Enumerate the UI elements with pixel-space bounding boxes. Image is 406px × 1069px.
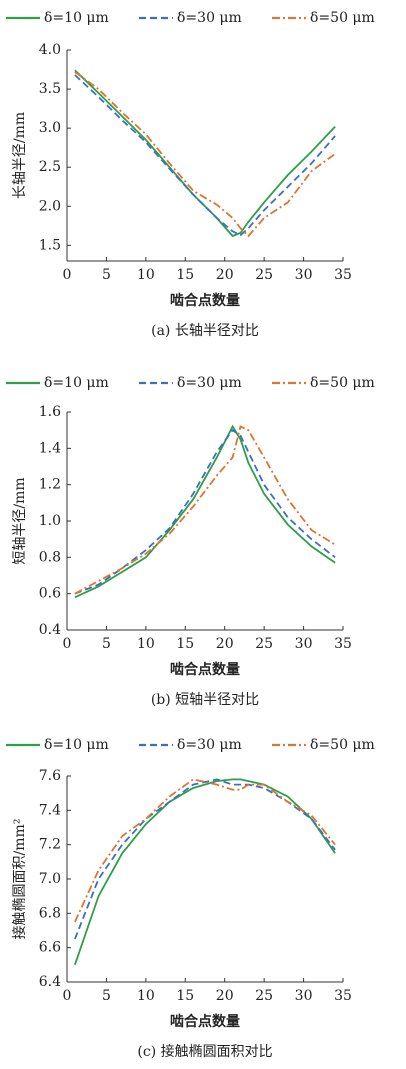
x-tick-label: 5 xyxy=(102,988,111,1004)
x-tick-label: 5 xyxy=(102,267,111,283)
x-axis-label: 啮合点数量 xyxy=(170,292,240,309)
series-line xyxy=(74,428,336,595)
x-tick-label: 0 xyxy=(63,267,72,283)
series-line xyxy=(74,778,336,966)
x-tick-label: 20 xyxy=(216,267,234,283)
x-tick-label: 20 xyxy=(216,988,234,1004)
y-tick-label: 1.4 xyxy=(39,440,61,456)
series-line xyxy=(74,778,336,923)
legend-label: δ=30 μm xyxy=(177,375,242,391)
y-tick-label: 3.5 xyxy=(39,81,61,97)
legend-label: δ=10 μm xyxy=(44,737,109,753)
x-tick-label: 25 xyxy=(255,636,273,652)
y-axis-label: 接触椭圆面积/mm² xyxy=(11,819,28,940)
x-tick-label: 35 xyxy=(334,267,352,283)
y-tick-label: 7.2 xyxy=(39,837,61,853)
y-tick-label: 4.0 xyxy=(39,42,61,58)
legend-label: δ=30 μm xyxy=(177,737,242,753)
y-tick-label: 2.0 xyxy=(39,198,61,214)
x-tick-label: 35 xyxy=(334,636,352,652)
x-axis-label: 啮合点数量 xyxy=(170,1013,240,1030)
y-tick-label: 7.0 xyxy=(39,871,61,887)
legend-label: δ=10 μm xyxy=(44,375,109,391)
x-tick-label: 35 xyxy=(334,988,352,1004)
series-line xyxy=(74,425,336,595)
y-tick-label: 3.0 xyxy=(39,120,61,136)
caption: (c) 接触椭圆面积对比 xyxy=(137,1043,272,1060)
legend-label: δ=10 μm xyxy=(44,10,109,26)
legend-label: δ=50 μm xyxy=(310,737,375,753)
x-tick-label: 10 xyxy=(137,267,155,283)
y-tick-label: 0.4 xyxy=(39,622,61,638)
y-tick-label: 0.8 xyxy=(39,549,61,565)
y-tick-label: 1.0 xyxy=(39,513,61,529)
series-line xyxy=(74,778,336,940)
x-tick-label: 15 xyxy=(176,636,194,652)
y-axis-label: 短轴半径/mm xyxy=(12,477,28,564)
series-line xyxy=(74,71,336,238)
x-tick-label: 15 xyxy=(176,267,194,283)
x-tick-label: 10 xyxy=(137,988,155,1004)
y-tick-label: 2.5 xyxy=(39,159,61,175)
y-tick-label: 1.6 xyxy=(39,404,61,420)
y-axis-label: 长轴半径/mm xyxy=(12,112,28,199)
caption: (b) 短轴半径对比 xyxy=(151,692,259,708)
x-tick-label: 0 xyxy=(63,988,72,1004)
legend-label: δ=30 μm xyxy=(177,10,242,26)
x-tick-label: 15 xyxy=(176,988,194,1004)
series-line xyxy=(74,424,336,599)
legend-label: δ=50 μm xyxy=(310,375,375,391)
y-tick-label: 6.6 xyxy=(39,940,61,956)
series-line xyxy=(74,74,336,237)
x-tick-label: 25 xyxy=(255,988,273,1004)
y-tick-label: 1.2 xyxy=(39,477,61,493)
x-tick-label: 10 xyxy=(137,636,155,652)
x-axis-label: 啮合点数量 xyxy=(170,661,240,678)
legend-label: δ=50 μm xyxy=(310,10,375,26)
y-tick-label: 6.8 xyxy=(39,905,61,921)
y-tick-label: 7.6 xyxy=(39,768,61,784)
x-tick-label: 0 xyxy=(63,636,72,652)
y-tick-label: 0.6 xyxy=(39,586,61,602)
caption: (a) 长轴半径对比 xyxy=(151,323,259,339)
x-tick-label: 30 xyxy=(295,636,313,652)
x-tick-label: 25 xyxy=(255,267,273,283)
x-tick-label: 30 xyxy=(295,267,313,283)
y-tick-label: 1.5 xyxy=(39,237,61,253)
x-tick-label: 5 xyxy=(102,636,111,652)
y-tick-label: 6.4 xyxy=(39,974,61,990)
series-line xyxy=(74,69,336,238)
x-tick-label: 20 xyxy=(216,636,234,652)
x-tick-label: 30 xyxy=(295,988,313,1004)
y-tick-label: 7.4 xyxy=(39,802,61,818)
